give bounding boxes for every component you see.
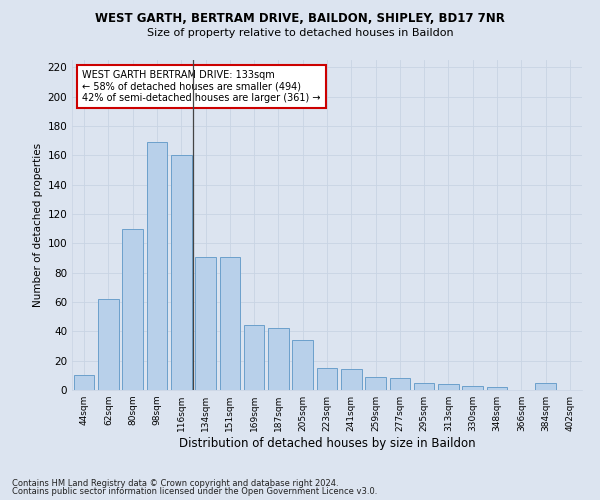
Bar: [146, 142, 167, 390]
Bar: [487, 387, 508, 390]
Bar: [292, 340, 313, 390]
Bar: [220, 256, 240, 390]
Text: WEST GARTH BERTRAM DRIVE: 133sqm
← 58% of detached houses are smaller (494)
42% : WEST GARTH BERTRAM DRIVE: 133sqm ← 58% o…: [82, 70, 320, 103]
Bar: [317, 368, 337, 390]
Bar: [463, 386, 483, 390]
Text: WEST GARTH, BERTRAM DRIVE, BAILDON, SHIPLEY, BD17 7NR: WEST GARTH, BERTRAM DRIVE, BAILDON, SHIP…: [95, 12, 505, 26]
Bar: [122, 228, 143, 390]
Text: Size of property relative to detached houses in Baildon: Size of property relative to detached ho…: [146, 28, 454, 38]
Bar: [365, 377, 386, 390]
Bar: [341, 370, 362, 390]
Bar: [74, 376, 94, 390]
Bar: [535, 382, 556, 390]
Bar: [268, 328, 289, 390]
Bar: [244, 326, 265, 390]
Bar: [195, 256, 216, 390]
Bar: [171, 156, 191, 390]
Y-axis label: Number of detached properties: Number of detached properties: [33, 143, 43, 307]
X-axis label: Distribution of detached houses by size in Baildon: Distribution of detached houses by size …: [179, 437, 475, 450]
Bar: [389, 378, 410, 390]
Bar: [438, 384, 459, 390]
Bar: [414, 382, 434, 390]
Bar: [98, 299, 119, 390]
Text: Contains public sector information licensed under the Open Government Licence v3: Contains public sector information licen…: [12, 487, 377, 496]
Text: Contains HM Land Registry data © Crown copyright and database right 2024.: Contains HM Land Registry data © Crown c…: [12, 478, 338, 488]
